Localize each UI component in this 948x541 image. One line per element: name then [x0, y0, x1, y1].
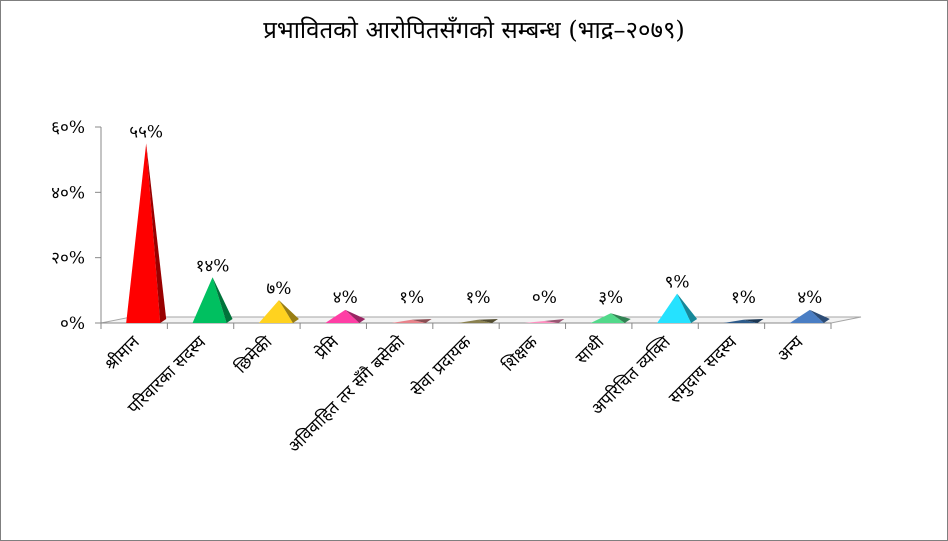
pyramid-bar-side [212, 277, 233, 323]
pyramid-bar-front [325, 309, 360, 323]
pyramid-bar-highlight [258, 300, 279, 323]
data-label: १% [399, 288, 424, 308]
y-tick-label: ६०% [51, 118, 85, 138]
pyramid-bar-front [524, 321, 559, 323]
category-label: अविवाहित तर सँगै बसेको [284, 331, 410, 457]
data-label: १% [466, 288, 491, 308]
category-label: प्रेमि [311, 331, 344, 364]
pyramid-bar-highlight [657, 293, 678, 323]
pyramid-bar-front [258, 300, 293, 323]
category-label: अन्य [774, 332, 809, 367]
pyramid-bar-highlight [325, 309, 346, 323]
chart-title: प्रभावितको आरोपितसँगको सम्बन्ध (भाद्र–२०… [263, 16, 685, 44]
pyramid-bar-side [411, 319, 432, 323]
category-label: साथी [571, 331, 608, 368]
pyramid-bar-side [809, 309, 830, 323]
data-label: १% [731, 288, 756, 308]
pyramid-bar-front [391, 319, 426, 323]
category-label: समुदाय सदस्य [665, 332, 742, 409]
category-label: श्रीमान [100, 331, 144, 375]
category-label: शिक्षक [498, 331, 543, 376]
pyramid-bar-highlight [458, 319, 478, 323]
pyramid-bar-highlight [524, 321, 545, 323]
pyramid-bar-highlight [590, 313, 611, 323]
data-label: ७% [266, 279, 291, 299]
pyramid-bar-front [789, 309, 824, 323]
y-tick-label: ०% [60, 314, 85, 334]
pyramid-bar-side [478, 319, 498, 323]
y-tick-label: २०% [51, 249, 85, 269]
y-tick-label: ४०% [51, 183, 85, 203]
pyramid-bar-side [345, 309, 366, 323]
pyramid-bar-side [146, 143, 167, 323]
pyramid-bar-highlight [192, 277, 213, 323]
pyramid-bar-side [677, 293, 698, 323]
pyramid-bar-side [610, 313, 631, 323]
data-label: ९% [665, 273, 690, 293]
category-label: छिमेकी [231, 331, 277, 377]
pyramid-bar-side [278, 300, 299, 323]
pyramid-bar-front [458, 319, 492, 323]
pyramid-bar-front [126, 143, 161, 323]
data-label: ५५% [129, 122, 163, 142]
data-label: १४% [196, 256, 230, 276]
data-label: ३% [598, 288, 623, 308]
pyramid-bar-front [657, 293, 692, 323]
pyramid-bar-highlight [391, 319, 412, 323]
pyramid-bar-side [743, 319, 764, 323]
pyramid-bar-highlight [723, 319, 744, 323]
data-label: ४% [333, 288, 358, 308]
pyramid-bar-highlight [789, 309, 810, 323]
data-label: ०% [532, 288, 557, 308]
pyramid-bar-front [723, 319, 758, 323]
pyramid-bar-side [544, 319, 565, 323]
data-label: ४% [797, 288, 822, 308]
pyramid-bar-front [192, 277, 227, 323]
pyramid-bar-front [590, 313, 625, 323]
category-label: सेवा प्रदायक [406, 331, 476, 401]
